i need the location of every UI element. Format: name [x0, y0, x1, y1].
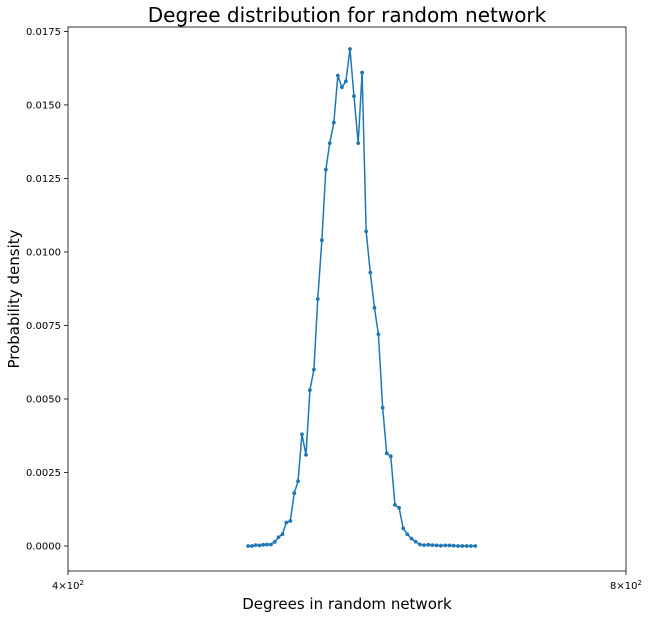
- y-tick-label: 0.0075: [26, 321, 61, 332]
- data-point: [456, 544, 460, 548]
- data-point: [368, 270, 373, 275]
- data-point: [331, 120, 336, 125]
- data-point: [246, 544, 251, 548]
- data-point: [280, 532, 285, 537]
- data-point: [413, 539, 418, 544]
- data-point: [434, 543, 439, 548]
- series-layer: [246, 47, 478, 548]
- data-point: [292, 491, 297, 495]
- data-point: [443, 543, 448, 548]
- data-point: [384, 451, 389, 456]
- y-tick-label: 0.0000: [26, 542, 61, 553]
- data-point: [409, 536, 414, 541]
- data-point: [388, 454, 393, 459]
- chart-title: Degree distribution for random network: [148, 3, 547, 27]
- x-tick-base: 4×10: [52, 581, 79, 592]
- data-point: [439, 543, 443, 548]
- data-point: [376, 332, 381, 337]
- data-point: [360, 70, 365, 75]
- data-point: [343, 79, 348, 84]
- x-tick-exponent: 2: [638, 579, 642, 587]
- data-point: [473, 544, 478, 548]
- data-point: [288, 519, 293, 523]
- data-point: [372, 305, 377, 310]
- data-point: [327, 141, 332, 146]
- data-point: [468, 544, 473, 548]
- y-tick-label: 0.0175: [26, 27, 61, 38]
- x-axis-label: Degrees in random network: [242, 595, 452, 613]
- data-point: [447, 543, 452, 548]
- data-point: [250, 544, 254, 548]
- data-point: [393, 502, 397, 507]
- data-point: [405, 532, 410, 537]
- data-point: [300, 432, 304, 437]
- data-point: [323, 167, 328, 172]
- data-point: [352, 94, 356, 98]
- data-point: [356, 141, 361, 146]
- data-point: [312, 367, 316, 372]
- y-tick-label: 0.0025: [26, 468, 61, 479]
- x-tick-base: 8×10: [610, 581, 637, 592]
- data-point: [296, 479, 300, 484]
- y-axis-label: Probability density: [5, 229, 23, 368]
- y-tick-label: 0.0050: [26, 394, 61, 405]
- data-point: [380, 405, 385, 410]
- data-point: [464, 544, 469, 548]
- data-point: [401, 526, 406, 531]
- y-tick-label: 0.0100: [26, 247, 61, 258]
- x-tick-label: 8×102: [610, 579, 642, 592]
- data-point: [253, 543, 258, 548]
- data-point: [315, 297, 320, 301]
- data-point: [276, 535, 281, 540]
- y-tick-label: 0.0125: [26, 174, 61, 185]
- y-axis: 0.0000 0.0025 0.0050 0.0075 0.0100 0.0125 0.01…: [26, 27, 68, 553]
- x-tick-label: 4×102: [52, 579, 84, 592]
- data-point: [284, 520, 289, 525]
- data-point: [265, 542, 269, 547]
- data-point: [397, 505, 401, 510]
- data-point: [269, 542, 273, 547]
- x-axis: 4×102 8×102: [52, 571, 642, 592]
- data-point: [426, 542, 431, 547]
- data-point: [272, 539, 277, 544]
- data-point: [348, 47, 352, 51]
- data-point: [257, 543, 262, 548]
- data-point: [460, 544, 465, 548]
- y-tick-label: 0.0150: [26, 100, 61, 111]
- data-point: [451, 543, 456, 548]
- data-point: [364, 229, 369, 234]
- data-point: [339, 85, 344, 90]
- data-point: [261, 542, 266, 547]
- data-point: [319, 238, 324, 243]
- data-point: [307, 388, 312, 393]
- data-point: [335, 73, 340, 78]
- data-point: [430, 543, 435, 548]
- data-point: [418, 542, 422, 547]
- plot-area: [67, 26, 627, 572]
- x-tick-exponent: 2: [80, 579, 84, 587]
- data-point: [304, 452, 308, 457]
- data-point: [422, 543, 426, 548]
